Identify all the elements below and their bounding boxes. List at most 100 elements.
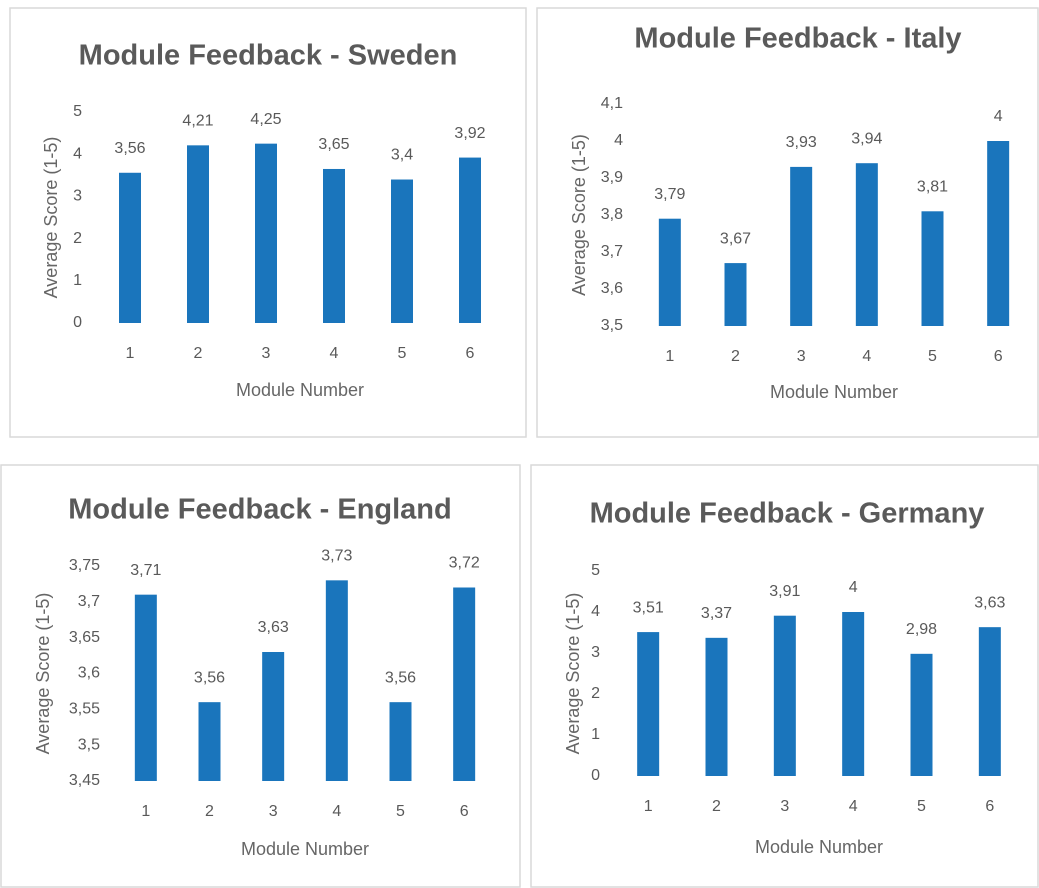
- y-tick-label: 4: [591, 603, 600, 620]
- x-tick-label: 1: [141, 803, 150, 820]
- y-tick-label: 3,9: [601, 169, 623, 186]
- data-label: 3,79: [654, 186, 685, 203]
- x-tick-label: 3: [262, 345, 271, 362]
- x-tick-label: 5: [396, 803, 405, 820]
- y-tick-label: 3,75: [69, 557, 100, 574]
- data-label: 3,71: [130, 562, 161, 579]
- data-label: 3,81: [917, 179, 948, 196]
- chart-title: Module Feedback - England: [68, 494, 452, 526]
- chart-title: Module Feedback - Germany: [590, 498, 985, 530]
- data-label: 4: [994, 108, 1003, 125]
- y-tick-label: 0: [591, 767, 600, 784]
- chart-title: Module Feedback - Sweden: [79, 40, 458, 72]
- bar: [842, 612, 865, 776]
- data-label: 3,56: [385, 669, 416, 686]
- bar: [773, 615, 796, 776]
- bar: [459, 157, 481, 323]
- bar: [637, 632, 660, 776]
- data-label: 3,72: [449, 555, 480, 572]
- x-tick-label: 6: [994, 348, 1003, 365]
- data-label: 4: [849, 579, 858, 596]
- panel: [0, 464, 521, 888]
- y-tick-label: 3,6: [601, 280, 623, 297]
- x-tick-label: 3: [797, 348, 806, 365]
- y-tick-label: 4: [73, 145, 82, 162]
- x-axis-title: Module Number: [241, 839, 369, 859]
- y-tick-label: 3,5: [601, 317, 623, 334]
- bar: [255, 143, 277, 323]
- y-tick-label: 3: [591, 644, 600, 661]
- x-tick-label: 4: [862, 348, 871, 365]
- y-axis-title: Average Score (1-5): [33, 593, 53, 755]
- data-label: 3,73: [321, 548, 352, 565]
- x-tick-label: 2: [194, 345, 203, 362]
- bar: [262, 652, 285, 781]
- y-axis-title: Average Score (1-5): [563, 593, 583, 755]
- bar: [910, 653, 933, 776]
- x-tick-label: 2: [731, 348, 740, 365]
- y-tick-label: 3,8: [601, 206, 623, 223]
- data-label: 3,93: [786, 134, 817, 151]
- data-label: 2,98: [906, 621, 937, 638]
- y-tick-label: 2: [591, 685, 600, 702]
- x-tick-label: 1: [644, 798, 653, 815]
- data-label: 3,94: [851, 130, 882, 147]
- bar: [855, 163, 878, 326]
- y-tick-label: 0: [73, 314, 82, 331]
- bar: [389, 702, 412, 781]
- y-tick-label: 3,7: [601, 243, 623, 260]
- x-tick-label: 5: [928, 348, 937, 365]
- y-tick-label: 5: [73, 103, 82, 120]
- x-tick-label: 6: [985, 798, 994, 815]
- bar: [323, 168, 345, 323]
- data-label: 3,4: [391, 147, 413, 164]
- data-label: 3,51: [633, 599, 664, 616]
- x-tick-label: 2: [712, 798, 721, 815]
- x-tick-label: 1: [665, 348, 674, 365]
- data-label: 3,91: [769, 583, 800, 600]
- x-axis-title: Module Number: [770, 382, 898, 402]
- bar: [790, 166, 813, 326]
- bar: [187, 145, 209, 323]
- bar: [724, 263, 747, 326]
- data-label: 3,63: [974, 594, 1005, 611]
- x-tick-label: 4: [849, 798, 858, 815]
- y-tick-label: 3: [73, 188, 82, 205]
- bar: [987, 141, 1010, 326]
- y-tick-label: 3,5: [78, 736, 100, 753]
- bar: [119, 172, 141, 323]
- bar: [658, 218, 681, 326]
- bar: [134, 594, 157, 781]
- x-tick-label: 4: [330, 345, 339, 362]
- bar: [705, 637, 728, 776]
- data-label: 3,56: [114, 140, 145, 157]
- y-tick-label: 4: [614, 132, 623, 149]
- y-tick-label: 2: [73, 230, 82, 247]
- y-tick-label: 3,6: [78, 665, 100, 682]
- y-tick-label: 3,7: [78, 593, 100, 610]
- panel: [536, 7, 1039, 438]
- data-label: 4,21: [182, 113, 213, 130]
- bar: [453, 587, 476, 781]
- data-label: 4,25: [250, 111, 281, 128]
- data-label: 3,65: [318, 136, 349, 153]
- bar: [978, 627, 1001, 776]
- y-axis-title: Average Score (1-5): [41, 137, 61, 299]
- x-tick-label: 1: [126, 345, 135, 362]
- data-label: 3,63: [258, 619, 289, 636]
- y-axis-title: Average Score (1-5): [569, 134, 589, 296]
- y-tick-label: 3,55: [69, 701, 100, 718]
- x-tick-label: 6: [466, 345, 475, 362]
- data-label: 3,67: [720, 230, 751, 247]
- bar: [325, 580, 348, 781]
- chart-title: Module Feedback - Italy: [634, 23, 961, 55]
- y-tick-label: 3,65: [69, 629, 100, 646]
- x-tick-label: 5: [917, 798, 926, 815]
- y-tick-label: 4,1: [601, 95, 623, 112]
- x-tick-label: 5: [398, 345, 407, 362]
- x-axis-title: Module Number: [755, 837, 883, 857]
- x-tick-label: 6: [460, 803, 469, 820]
- data-label: 3,56: [194, 669, 225, 686]
- y-tick-label: 1: [591, 726, 600, 743]
